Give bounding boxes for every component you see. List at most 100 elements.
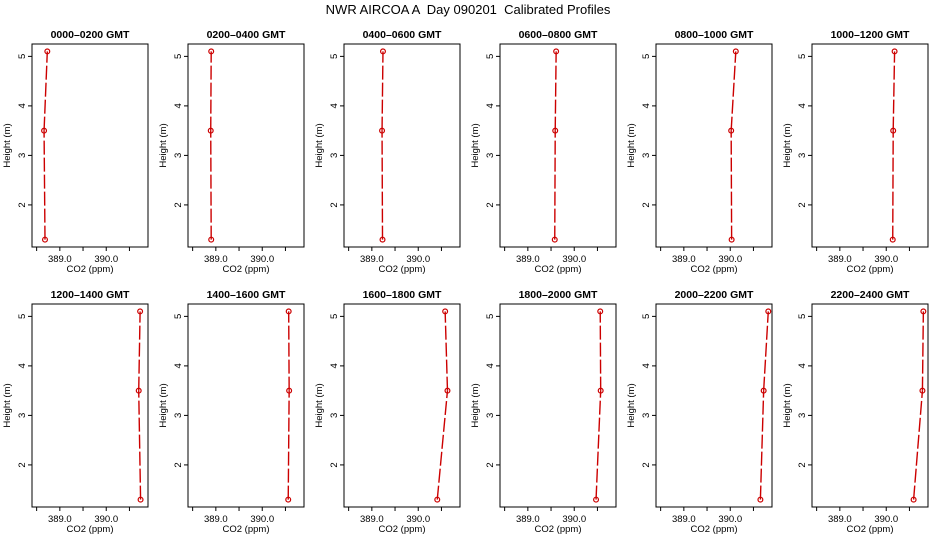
panel-title: 0800–1000 GMT: [675, 29, 754, 41]
profile-point: [765, 308, 772, 315]
y-tick-label: 5: [797, 314, 808, 319]
x-axis-label: CO2 (ppm): [691, 264, 738, 275]
y-tick-label: 2: [797, 462, 808, 467]
y-tick-label: 3: [641, 153, 652, 158]
profile-panel: 1000–1200 GMT 389.0 390.0 2 3 4 5 CO2 (ppm) Heig…: [782, 29, 929, 275]
plot-frame: [31, 303, 149, 508]
profile-line: [138, 390, 142, 500]
x-tick-label: 389.0: [204, 254, 228, 265]
x-tick-label: 389.0: [672, 254, 696, 265]
page-title: NWR AIRCOA A Day 090201 Calibrated Profi…: [325, 2, 611, 17]
profile-line: [892, 51, 896, 131]
y-tick-label: 3: [641, 413, 652, 418]
profile-point: [593, 496, 600, 503]
profile-point: [135, 387, 142, 394]
profile-point: [207, 127, 214, 134]
profile-panel: 0000–0200 GMT 389.0 390.0 2 3 4 5 CO2 (ppm) Heig…: [2, 29, 149, 275]
y-axis-label: Height (m): [782, 383, 793, 427]
x-axis-label: CO2 (ppm): [67, 264, 114, 275]
x-tick-label: 390.0: [874, 514, 898, 525]
x-axis-label: CO2 (ppm): [379, 264, 426, 275]
profile-point: [891, 48, 898, 55]
y-axis-label: Height (m): [626, 123, 637, 167]
y-tick-label: 4: [797, 363, 808, 368]
plot-frame: [31, 43, 149, 248]
y-tick-label: 5: [485, 314, 496, 319]
y-axis-label: Height (m): [626, 383, 637, 427]
panel-title: 0000–0200 GMT: [51, 29, 130, 41]
profile-line: [762, 311, 769, 391]
y-tick-label: 4: [173, 103, 184, 108]
profile-point: [728, 127, 735, 134]
profile-panel: 1800–2000 GMT 389.0 390.0 2 3 4 5 CO2 (ppm) Heig…: [470, 289, 617, 535]
y-tick-label: 4: [641, 363, 652, 368]
y-tick-label: 5: [329, 314, 340, 319]
x-tick-label: 390.0: [874, 254, 898, 265]
profile-point: [208, 236, 215, 243]
y-axis-label: Height (m): [2, 383, 13, 427]
x-tick-label: 389.0: [828, 254, 852, 265]
plot-frame: [343, 303, 461, 508]
x-tick-label: 390.0: [406, 254, 430, 265]
y-tick-label: 5: [797, 54, 808, 59]
panel-title: 1000–1200 GMT: [831, 29, 910, 41]
profile-point: [434, 496, 441, 503]
x-axis-label: CO2 (ppm): [691, 524, 738, 535]
profile-point: [444, 387, 451, 394]
profile-panel: 2000–2200 GMT 389.0 390.0 2 3 4 5 CO2 (ppm) Heig…: [626, 289, 773, 535]
profile-panel: 0400–0600 GMT 389.0 390.0 2 3 4 5 CO2 (ppm) Heig…: [314, 29, 461, 275]
x-tick-label: 389.0: [48, 514, 72, 525]
x-axis-label: CO2 (ppm): [535, 264, 582, 275]
y-tick-label: 2: [329, 202, 340, 207]
y-tick-label: 4: [17, 103, 28, 108]
plot-frame: [655, 303, 773, 508]
profile-line: [595, 390, 602, 500]
profile-point: [41, 127, 48, 134]
profile-point: [137, 496, 144, 503]
x-tick-label: 390.0: [94, 254, 118, 265]
profile-point: [890, 127, 897, 134]
y-axis-label: Height (m): [2, 123, 13, 167]
y-tick-label: 4: [329, 363, 340, 368]
profile-point: [286, 387, 293, 394]
profile-point: [137, 308, 144, 315]
y-tick-label: 3: [329, 153, 340, 158]
profile-point: [379, 127, 386, 134]
panel-title: 0600–0800 GMT: [519, 29, 598, 41]
y-tick-label: 4: [797, 103, 808, 108]
profile-panel: 0800–1000 GMT 389.0 390.0 2 3 4 5 CO2 (ppm) Heig…: [626, 29, 773, 275]
y-tick-label: 3: [797, 413, 808, 418]
profile-line: [287, 390, 290, 500]
y-tick-label: 3: [329, 413, 340, 418]
plot-frame: [499, 43, 617, 248]
profile-point: [442, 308, 449, 315]
profile-point: [551, 236, 558, 243]
panel-title: 0400–0600 GMT: [363, 29, 442, 41]
y-tick-label: 3: [485, 413, 496, 418]
profile-line: [381, 51, 384, 131]
plot-frame: [187, 303, 305, 508]
y-tick-label: 4: [485, 363, 496, 368]
y-tick-label: 4: [17, 363, 28, 368]
profile-point: [553, 48, 560, 55]
y-tick-label: 2: [17, 202, 28, 207]
profile-panel: 1600–1800 GMT 389.0 390.0 2 3 4 5 CO2 (ppm) Heig…: [314, 289, 461, 535]
profile-line: [43, 130, 46, 240]
x-tick-label: 390.0: [562, 514, 586, 525]
y-tick-label: 2: [17, 462, 28, 467]
y-tick-label: 4: [485, 103, 496, 108]
profile-point: [379, 236, 386, 243]
x-tick-label: 390.0: [718, 514, 742, 525]
profile-point: [44, 48, 51, 55]
y-tick-label: 5: [17, 314, 28, 319]
x-tick-label: 390.0: [562, 254, 586, 265]
profile-panel: 0200–0400 GMT 389.0 390.0 2 3 4 5 CO2 (ppm) Heig…: [158, 29, 305, 275]
x-tick-label: 390.0: [406, 514, 430, 525]
profile-panel: 1400–1600 GMT 389.0 390.0 2 3 4 5 CO2 (ppm) Heig…: [158, 289, 305, 535]
x-tick-label: 390.0: [94, 514, 118, 525]
x-tick-label: 389.0: [828, 514, 852, 525]
profile-point: [285, 496, 292, 503]
y-tick-label: 5: [485, 54, 496, 59]
y-tick-label: 2: [641, 462, 652, 467]
y-tick-label: 5: [17, 54, 28, 59]
